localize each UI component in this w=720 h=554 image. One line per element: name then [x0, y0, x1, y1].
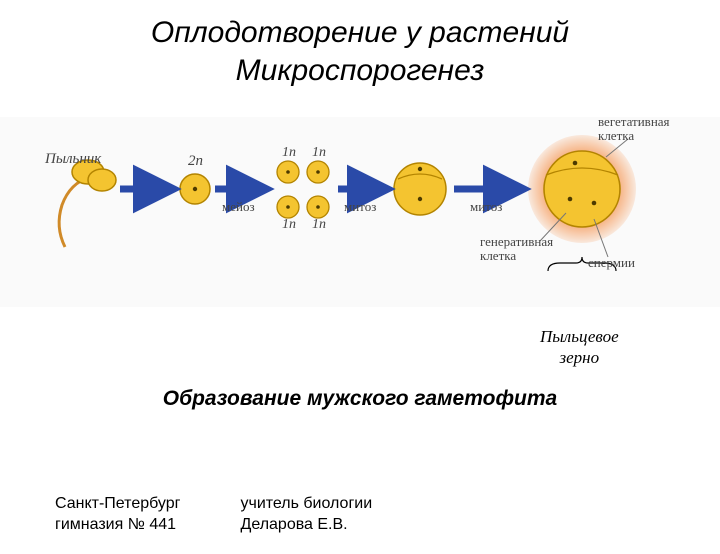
- label-mitosis-1: митоз: [344, 199, 376, 215]
- label-mitosis-2: митоз: [470, 199, 502, 215]
- label-1n-br: 1n: [312, 217, 326, 233]
- label-2n: 2n: [188, 153, 203, 170]
- slide-subtitle: Образование мужского гаметофита: [0, 387, 720, 411]
- anther-icon: [59, 160, 116, 247]
- footer-right: учитель биологииДеларова Е.В.: [240, 493, 372, 536]
- pollen-grain: [528, 135, 636, 243]
- slide-footer: Санкт-Петербурггимназия № 441 учитель би…: [55, 493, 372, 536]
- pollen-grain-callout: Пыльцевоезерно: [540, 326, 619, 369]
- two-cell-pollen: [394, 163, 446, 215]
- label-gen-cell: генеративнаяклетка: [480, 235, 553, 262]
- label-1n-tr: 1n: [312, 145, 326, 161]
- microspore-tetrad: [277, 161, 329, 218]
- footer-left: Санкт-Петербурггимназия № 441: [55, 493, 180, 536]
- title-line-1: Оплодотворение у растений: [151, 16, 569, 49]
- label-sperm: спермии: [588, 255, 635, 271]
- label-anther: Пыльник: [45, 151, 101, 168]
- label-meiosis: мейоз: [222, 199, 255, 215]
- slide-title: Оплодотворение у растений Микроспорогене…: [0, 14, 720, 89]
- label-1n-bl: 1n: [282, 217, 296, 233]
- title-line-2: Микроспорогенез: [236, 54, 485, 87]
- label-veg-cell: вегетативнаяклетка: [598, 115, 670, 142]
- label-1n-tl: 1n: [282, 145, 296, 161]
- microsporogenesis-diagram: Пыльник 2n 1n 1n 1n 1n мейоз митоз митоз…: [0, 117, 720, 307]
